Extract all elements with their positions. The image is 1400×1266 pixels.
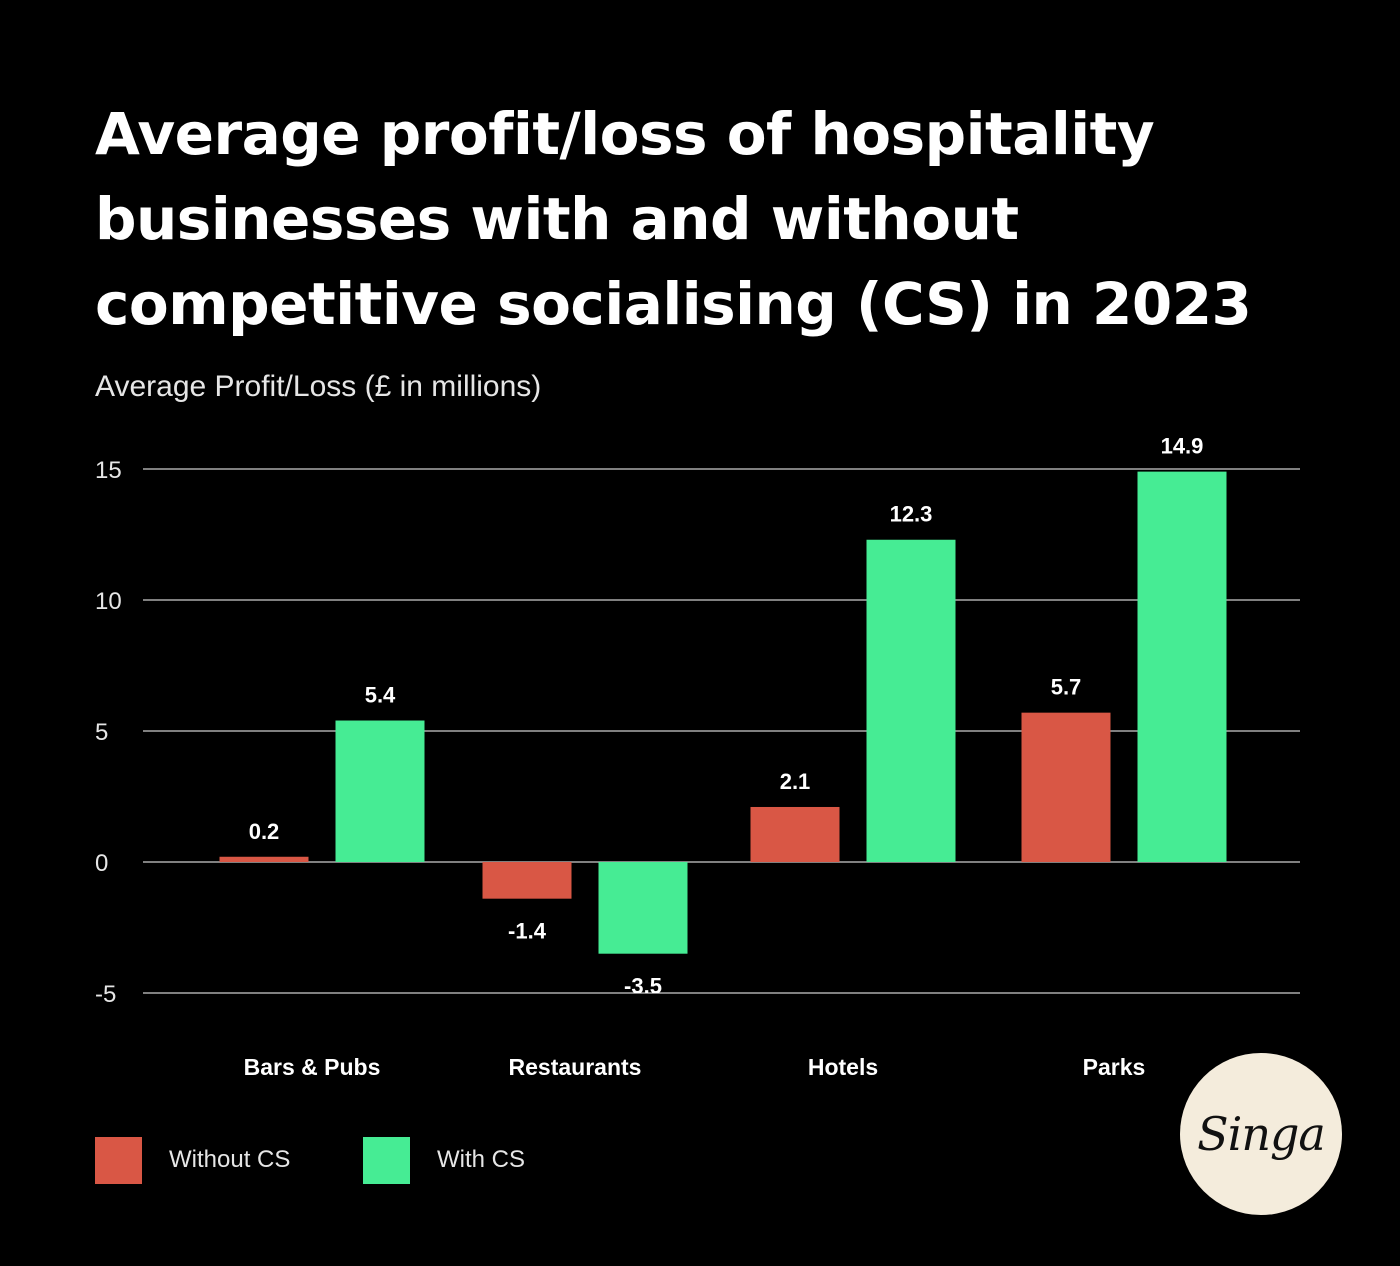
y-tick-label: -5 xyxy=(95,981,116,1008)
legend-label-without-cs: Without CS xyxy=(169,1146,291,1173)
y-tick-label: 0 xyxy=(95,850,108,877)
bars xyxy=(219,471,1227,954)
legend-item-with-cs: With CS xyxy=(363,1136,525,1184)
bar-without-cs xyxy=(482,862,572,899)
logo-text: Singa xyxy=(1197,1107,1326,1161)
y-tick-label: 15 xyxy=(95,457,122,484)
y-tick-label: 10 xyxy=(95,588,122,615)
singa-logo: Singa xyxy=(1180,1053,1342,1215)
x-axis-ticks: Bars & Pubs Restaurants Hotels Parks xyxy=(244,1054,1146,1080)
data-label: 12.3 xyxy=(890,502,933,527)
data-label: -1.4 xyxy=(508,919,547,944)
x-tick-label: Bars & Pubs xyxy=(244,1054,381,1080)
bar-without-cs xyxy=(1021,712,1111,862)
bar-with-cs xyxy=(335,720,425,862)
legend-label-with-cs: With CS xyxy=(437,1146,526,1173)
bar-without-cs xyxy=(219,856,309,862)
bar-with-cs xyxy=(598,862,688,954)
data-label: 0.2 xyxy=(249,819,280,844)
bar-without-cs xyxy=(750,806,840,862)
data-label: -3.5 xyxy=(624,974,662,999)
x-tick-label: Hotels xyxy=(808,1054,878,1080)
data-label: 5.4 xyxy=(365,683,396,708)
data-label: 2.1 xyxy=(780,769,811,794)
data-label: 14.9 xyxy=(1161,434,1204,459)
x-tick-label: Parks xyxy=(1083,1054,1146,1080)
x-tick-label: Restaurants xyxy=(509,1054,642,1080)
legend-swatch-without-cs xyxy=(95,1136,142,1184)
y-axis-title: Average Profit/Loss (£ in millions) xyxy=(95,370,542,403)
data-label: 5.7 xyxy=(1051,675,1082,700)
chart-title: Average profit/loss of hospitality busin… xyxy=(95,100,1252,338)
legend-swatch-with-cs xyxy=(363,1136,410,1184)
bar-with-cs xyxy=(866,539,956,862)
data-labels: 0.2 5.4 -1.4 -3.5 2.1 12.3 5.7 14.9 xyxy=(249,434,1204,999)
legend-item-without-cs: Without CS xyxy=(95,1136,290,1184)
y-tick-label: 5 xyxy=(95,719,108,746)
y-axis-ticks: 15 10 5 0 -5 xyxy=(95,457,122,1008)
bar-with-cs xyxy=(1137,471,1227,862)
gridlines xyxy=(143,468,1300,994)
